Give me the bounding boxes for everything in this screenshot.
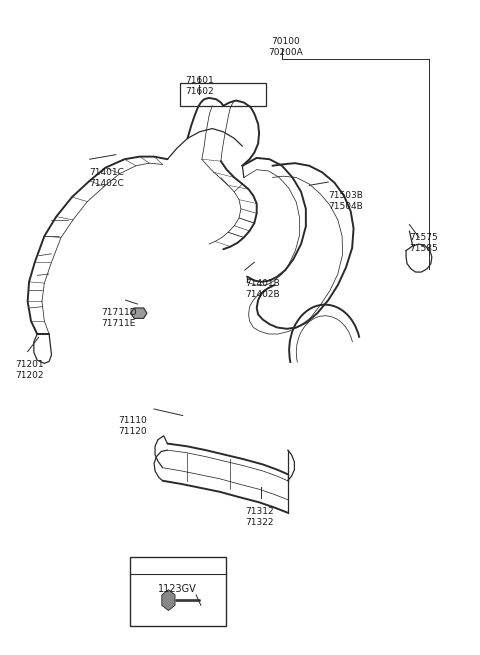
Text: 71601
71602: 71601 71602 xyxy=(185,77,214,96)
Text: 71401B
71402B: 71401B 71402B xyxy=(245,278,279,299)
Text: 71312
71322: 71312 71322 xyxy=(245,507,274,527)
Text: 71503B
71504B: 71503B 71504B xyxy=(328,191,363,211)
Text: 71201
71202: 71201 71202 xyxy=(16,360,44,380)
Polygon shape xyxy=(131,308,147,318)
Text: 1123GV: 1123GV xyxy=(157,584,196,594)
Text: 71711D
71711E: 71711D 71711E xyxy=(102,308,137,328)
Text: 71110
71120: 71110 71120 xyxy=(118,415,147,436)
Polygon shape xyxy=(162,590,175,610)
Text: 70100
70200A: 70100 70200A xyxy=(268,37,303,58)
Text: 71401C
71402C: 71401C 71402C xyxy=(90,168,124,188)
Text: 71575
71585: 71575 71585 xyxy=(409,233,438,253)
